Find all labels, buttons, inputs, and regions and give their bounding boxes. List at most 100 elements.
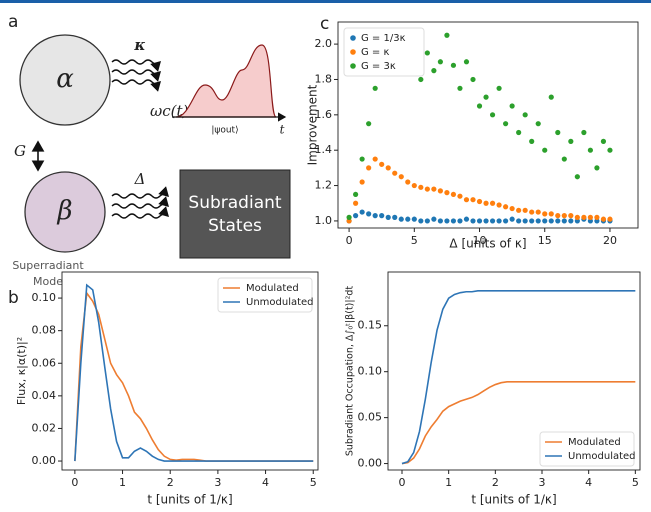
point: [496, 85, 502, 91]
point: [607, 147, 613, 153]
y-axis-label: Improvement: [306, 84, 320, 165]
point: [509, 216, 515, 222]
x-tick-label: 2: [167, 476, 174, 489]
x-axis-label: t [units of 1/κ]: [147, 493, 232, 507]
t-label: t: [280, 123, 285, 137]
point: [392, 170, 398, 176]
point: [483, 218, 489, 224]
point: [535, 209, 541, 215]
point: [594, 214, 600, 220]
point: [503, 121, 509, 127]
x-axis-label: t [units of 1/κ]: [471, 493, 556, 507]
wave-arrow: [111, 79, 161, 92]
x-tick-label: 3: [214, 476, 221, 489]
point: [470, 76, 476, 83]
point: [405, 216, 411, 222]
line: [74, 291, 314, 462]
point: [574, 174, 580, 180]
legend-label: Unmodulated: [568, 451, 636, 462]
point: [561, 156, 567, 162]
point: [529, 218, 535, 224]
point: [366, 211, 372, 217]
y-axis-label: Flux, κ|α(t)|²: [15, 337, 28, 405]
point: [359, 179, 365, 185]
point: [548, 218, 554, 224]
legend-label: Unmodulated: [246, 297, 314, 308]
point: [581, 214, 587, 220]
point: [372, 156, 378, 162]
box-label: States: [208, 216, 262, 236]
y-tick-label: 0.15: [358, 319, 383, 332]
point: [359, 156, 365, 162]
legend-label: Modulated: [568, 437, 621, 448]
point: [607, 216, 613, 222]
panel-label: b: [8, 288, 19, 308]
y-tick-label: 0.04: [32, 389, 57, 402]
point: [548, 94, 554, 100]
x-tick-label: 5: [632, 476, 639, 489]
line: [74, 283, 314, 462]
point: [372, 85, 378, 91]
x-tick-label: 2: [492, 476, 499, 489]
omega-label: ωc(t): [150, 102, 189, 120]
point: [450, 218, 457, 224]
point: [463, 197, 470, 203]
wave-arrow: [111, 186, 169, 199]
y-tick-label: 2.0: [315, 37, 333, 50]
point: [483, 200, 489, 206]
point: [450, 191, 457, 198]
x-tick-label: 3: [539, 476, 546, 489]
axes-frame: [387, 271, 641, 471]
point: [353, 191, 359, 198]
legend-frame: [343, 27, 425, 77]
panel-label: c: [320, 14, 329, 34]
x-axis-label: Δ [units of κ]: [449, 237, 526, 251]
point: [444, 218, 450, 224]
wave-arrow: [111, 196, 169, 209]
point: [542, 211, 548, 217]
point: [463, 216, 470, 222]
y-axis-label: Subradiant Occupation, Δ∫₀ᵗ|β(t)|²dt: [345, 286, 356, 457]
point: [346, 214, 352, 220]
point: [600, 216, 607, 222]
point: [450, 62, 457, 68]
line: [401, 290, 636, 465]
point: [574, 214, 580, 220]
point: [385, 165, 391, 171]
point: [568, 213, 574, 219]
point: [476, 198, 483, 205]
subradiant-box: [179, 169, 291, 259]
point: [398, 174, 404, 180]
point: [411, 216, 417, 222]
mode-caption: Superradiant: [12, 259, 84, 272]
point: [555, 213, 561, 219]
point: [444, 32, 450, 38]
point: [405, 179, 411, 185]
x-tick-label: 15: [538, 234, 552, 247]
x-tick-label: 4: [585, 476, 592, 489]
point: [489, 200, 496, 206]
y-tick-label: 0.02: [32, 421, 57, 434]
point: [496, 202, 502, 208]
y-tick-label: 0.06: [32, 356, 57, 369]
point: [424, 50, 430, 56]
point: [372, 213, 378, 219]
beta-label: β: [56, 196, 72, 226]
point: [483, 94, 489, 100]
point: [437, 59, 443, 65]
point: [555, 218, 561, 224]
point: [561, 218, 567, 224]
point: [353, 213, 359, 219]
point: [463, 59, 470, 65]
point: [437, 218, 443, 224]
point: [385, 214, 391, 220]
point: [431, 186, 437, 192]
y-tick-label: 0.10: [32, 291, 57, 304]
x-tick-label: 4: [262, 476, 269, 489]
y-tick-label: 0.05: [358, 411, 383, 424]
y-tick-label: 0.00: [32, 454, 57, 467]
x-tick-label: 20: [603, 234, 617, 247]
x-tick-label: 10: [473, 234, 487, 247]
point: [516, 218, 522, 224]
